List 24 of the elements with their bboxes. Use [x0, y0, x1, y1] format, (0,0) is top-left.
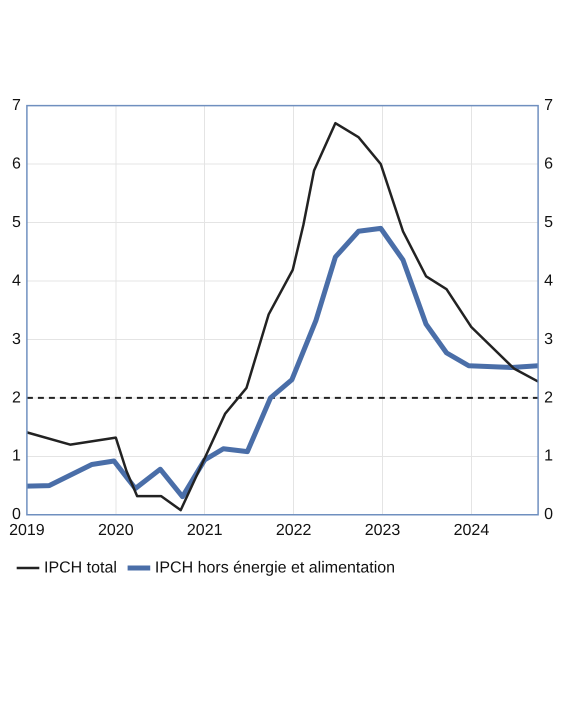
y-tick-label: 0: [12, 506, 21, 524]
y2-tick-label: 1: [544, 448, 554, 465]
y2-tick-label: 4: [544, 272, 554, 290]
x-tick-label: 2021: [186, 522, 223, 539]
x-tick-label: 2022: [276, 522, 312, 539]
y2-tick-label: 0: [544, 506, 554, 524]
y-tick-label: 4: [12, 272, 21, 290]
y-tick-label: 3: [12, 330, 21, 348]
y-tick-label: 2: [12, 389, 21, 406]
y-tick-label: 6: [12, 155, 21, 172]
y2-tick-label: 5: [544, 214, 554, 231]
y2-tick-label: 3: [544, 330, 554, 348]
legend-label: IPCH total: [44, 559, 117, 576]
x-tick-label: 2024: [454, 522, 490, 539]
y-tick-label: 7: [12, 97, 21, 114]
y2-tick-label: 7: [544, 97, 554, 114]
y2-tick-label: 6: [544, 155, 554, 172]
y-tick-label: 5: [12, 214, 21, 231]
x-tick-label: 2020: [98, 522, 134, 539]
y2-tick-label: 2: [544, 389, 554, 406]
x-tick-label: 2019: [9, 522, 45, 539]
x-tick-label: 2023: [364, 522, 400, 539]
y-tick-label: 1: [12, 448, 21, 465]
legend-label: IPCH hors énergie et alimentation: [154, 559, 396, 576]
